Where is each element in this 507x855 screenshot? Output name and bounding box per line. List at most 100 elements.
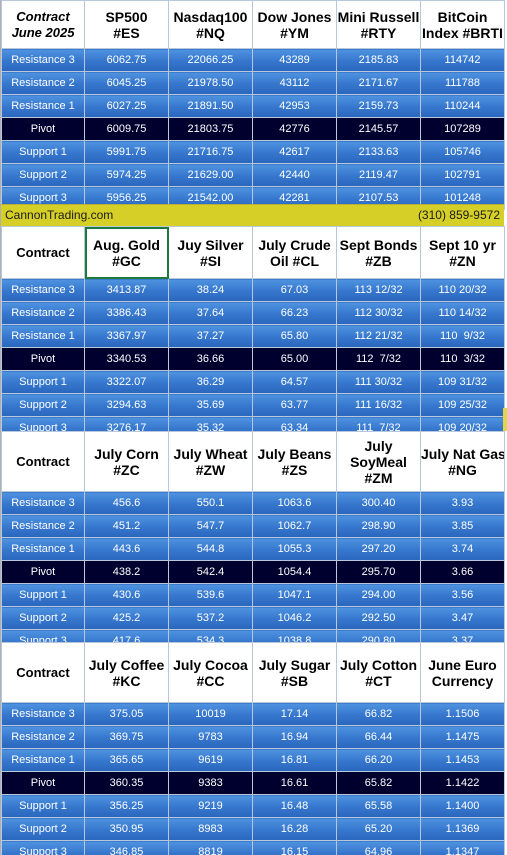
level-value-cell[interactable]: 2171.67	[336, 71, 421, 95]
level-value-cell[interactable]: 42953	[252, 94, 337, 118]
level-value-cell[interactable]: 64.57	[252, 370, 337, 394]
level-value-cell[interactable]: 292.50	[336, 606, 421, 630]
level-value-cell[interactable]: 102791	[420, 163, 505, 187]
level-value-cell[interactable]: 16.81	[252, 748, 337, 772]
level-value-cell[interactable]: 451.2	[84, 514, 169, 538]
level-value-cell[interactable]: 1.1475	[420, 725, 505, 749]
row-label[interactable]: Resistance 3	[1, 48, 85, 72]
level-value-cell[interactable]: 9219	[168, 794, 253, 818]
level-value-cell[interactable]: 64.96	[336, 840, 421, 855]
row-label[interactable]: Resistance 2	[1, 725, 85, 749]
level-value-cell[interactable]: 21803.75	[168, 117, 253, 141]
level-value-cell[interactable]: 1.1400	[420, 794, 505, 818]
level-value-cell[interactable]: 111 30/32	[336, 370, 421, 394]
row-label[interactable]: Pivot	[1, 771, 85, 795]
column-header[interactable]: July Coffee #KC	[84, 642, 169, 703]
level-value-cell[interactable]: 114742	[420, 48, 505, 72]
level-value-cell[interactable]: 3.74	[420, 537, 505, 561]
level-value-cell[interactable]: 3.56	[420, 583, 505, 607]
level-value-cell[interactable]: 438.2	[84, 560, 169, 584]
row-label[interactable]: Support 2	[1, 393, 85, 417]
level-value-cell[interactable]: 112 30/32	[336, 301, 421, 325]
level-value-cell[interactable]: 297.20	[336, 537, 421, 561]
column-header[interactable]: July Cocoa #CC	[168, 642, 253, 703]
level-value-cell[interactable]: 67.03	[252, 278, 337, 302]
level-value-cell[interactable]: 110 9/32	[420, 324, 505, 348]
level-value-cell[interactable]: 3.93	[420, 491, 505, 515]
level-value-cell[interactable]: 38.24	[168, 278, 253, 302]
level-value-cell[interactable]: 5974.25	[84, 163, 169, 187]
row-label[interactable]: Resistance 1	[1, 537, 85, 561]
level-value-cell[interactable]: 111 16/32	[336, 393, 421, 417]
level-value-cell[interactable]: 6062.75	[84, 48, 169, 72]
level-value-cell[interactable]: 425.2	[84, 606, 169, 630]
level-value-cell[interactable]: 2119.47	[336, 163, 421, 187]
level-value-cell[interactable]: 42440	[252, 163, 337, 187]
row-label[interactable]: Resistance 2	[1, 71, 85, 95]
level-value-cell[interactable]: 21891.50	[168, 94, 253, 118]
level-value-cell[interactable]: 300.40	[336, 491, 421, 515]
level-value-cell[interactable]: 539.6	[168, 583, 253, 607]
level-value-cell[interactable]: 22066.25	[168, 48, 253, 72]
level-value-cell[interactable]: 443.6	[84, 537, 169, 561]
level-value-cell[interactable]: 298.90	[336, 514, 421, 538]
level-value-cell[interactable]: 112 21/32	[336, 324, 421, 348]
level-value-cell[interactable]: 109 25/32	[420, 393, 505, 417]
level-value-cell[interactable]: 456.6	[84, 491, 169, 515]
level-value-cell[interactable]: 1.1369	[420, 817, 505, 841]
level-value-cell[interactable]: 36.66	[168, 347, 253, 371]
level-value-cell[interactable]: 547.7	[168, 514, 253, 538]
column-header[interactable]: July Cotton #CT	[336, 642, 421, 703]
level-value-cell[interactable]: 113 12/32	[336, 278, 421, 302]
level-value-cell[interactable]: 1.1506	[420, 702, 505, 726]
level-value-cell[interactable]: 63.77	[252, 393, 337, 417]
level-value-cell[interactable]: 1054.4	[252, 560, 337, 584]
level-value-cell[interactable]: 65.20	[336, 817, 421, 841]
level-value-cell[interactable]: 9619	[168, 748, 253, 772]
column-header[interactable]: Nasdaq100 #NQ	[168, 0, 253, 49]
level-value-cell[interactable]: 66.23	[252, 301, 337, 325]
level-value-cell[interactable]: 295.70	[336, 560, 421, 584]
level-value-cell[interactable]: 17.14	[252, 702, 337, 726]
column-header[interactable]: July Wheat #ZW	[168, 431, 253, 492]
level-value-cell[interactable]: 2185.83	[336, 48, 421, 72]
row-label[interactable]: Resistance 3	[1, 278, 85, 302]
column-header[interactable]: July Crude Oil #CL	[252, 226, 337, 279]
level-value-cell[interactable]: 16.48	[252, 794, 337, 818]
level-value-cell[interactable]: 3322.07	[84, 370, 169, 394]
level-value-cell[interactable]: 21629.00	[168, 163, 253, 187]
level-value-cell[interactable]: 66.20	[336, 748, 421, 772]
level-value-cell[interactable]: 2159.73	[336, 94, 421, 118]
level-value-cell[interactable]: 110244	[420, 94, 505, 118]
level-value-cell[interactable]: 42776	[252, 117, 337, 141]
level-value-cell[interactable]: 107289	[420, 117, 505, 141]
row-label[interactable]: Resistance 1	[1, 748, 85, 772]
row-label[interactable]: Support 3	[1, 186, 85, 210]
level-value-cell[interactable]: 1055.3	[252, 537, 337, 561]
level-value-cell[interactable]: 294.00	[336, 583, 421, 607]
level-value-cell[interactable]: 9383	[168, 771, 253, 795]
row-label[interactable]: Resistance 2	[1, 301, 85, 325]
level-value-cell[interactable]: 65.00	[252, 347, 337, 371]
level-value-cell[interactable]: 110 14/32	[420, 301, 505, 325]
row-label[interactable]: Support 1	[1, 140, 85, 164]
level-value-cell[interactable]: 375.05	[84, 702, 169, 726]
column-header[interactable]: Mini Russell #RTY	[336, 0, 421, 49]
level-value-cell[interactable]: 3.66	[420, 560, 505, 584]
level-value-cell[interactable]: 16.28	[252, 817, 337, 841]
row-label[interactable]: Resistance 3	[1, 702, 85, 726]
site-link[interactable]: CannonTrading.com	[5, 208, 114, 222]
column-header[interactable]: June Euro Currency	[420, 642, 505, 703]
column-header[interactable]: Aug. Gold #GC	[84, 226, 169, 279]
row-label[interactable]: Resistance 2	[1, 514, 85, 538]
column-header[interactable]: Sept 10 yr #ZN	[420, 226, 505, 279]
row-label[interactable]: Support 2	[1, 606, 85, 630]
level-value-cell[interactable]: 112 7/32	[336, 347, 421, 371]
column-header[interactable]: July Beans #ZS	[252, 431, 337, 492]
row-label[interactable]: Support 3	[1, 840, 85, 855]
column-header[interactable]: Dow Jones #YM	[252, 0, 337, 49]
level-value-cell[interactable]: 1047.1	[252, 583, 337, 607]
level-value-cell[interactable]: 43112	[252, 71, 337, 95]
level-value-cell[interactable]: 36.29	[168, 370, 253, 394]
level-value-cell[interactable]: 66.82	[336, 702, 421, 726]
